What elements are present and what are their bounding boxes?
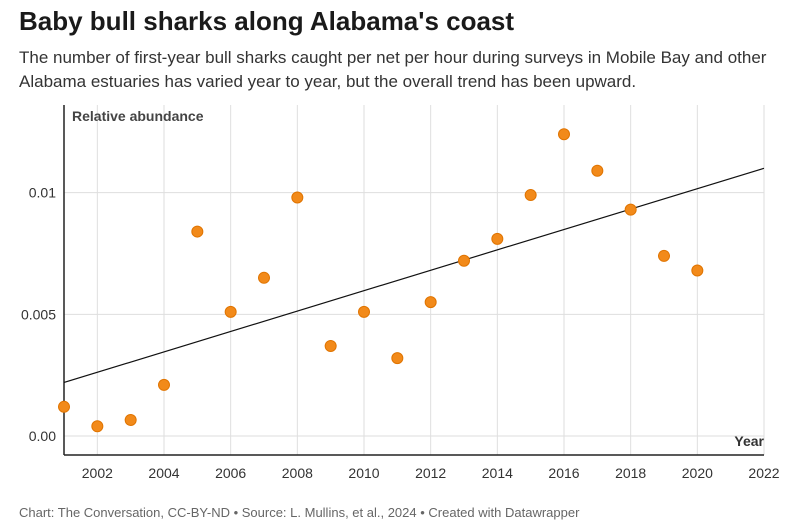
data-point [91, 420, 104, 433]
y-tick-label: 0.01 [29, 185, 56, 201]
x-tick-label: 2022 [748, 465, 779, 481]
data-point [424, 296, 437, 309]
data-point [258, 271, 270, 284]
x-tick-label: 2002 [82, 465, 113, 481]
data-point [291, 191, 304, 204]
data-point [224, 305, 237, 318]
chart-footer: Chart: The Conversation, CC-BY-ND • Sour… [19, 505, 580, 520]
chart-title: Baby bull sharks along Alabama's coast [19, 6, 515, 36]
x-tick-label: 2014 [482, 465, 513, 481]
data-point [391, 352, 404, 365]
y-tick-label: 0.005 [21, 306, 56, 322]
data-point [591, 164, 604, 177]
data-point [458, 254, 470, 267]
data-point [524, 189, 537, 202]
x-tick-label: 2008 [282, 465, 313, 481]
y-tick-label: 0.00 [29, 428, 56, 444]
y-axis-label: Relative abundance [72, 108, 204, 124]
data-point [624, 203, 637, 216]
data-point [558, 128, 570, 141]
data-point [324, 339, 337, 352]
data-point [658, 249, 670, 262]
scatter-chart: 2002 2004 2006 2008 2010 2012 2014 2016 2018 2020… [21, 105, 780, 481]
data-point [158, 378, 170, 391]
x-tick-label: 2004 [148, 465, 179, 481]
data-point [358, 305, 370, 318]
data-point [491, 232, 504, 245]
x-tick-label: 2012 [415, 465, 446, 481]
x-tick-label: 2010 [348, 465, 379, 481]
x-tick-label: 2018 [615, 465, 646, 481]
data-point [191, 225, 204, 238]
trend-line [63, 167, 765, 384]
data-point [58, 400, 70, 413]
data-point [124, 413, 137, 426]
x-tick-label: 2006 [215, 465, 246, 481]
data-point [691, 264, 704, 277]
x-tick-label: 2020 [682, 465, 713, 481]
chart-subtitle: The number of first-year bull sharks cau… [19, 48, 767, 91]
x-axis-label: Year [734, 433, 764, 449]
x-tick-label: 2016 [548, 465, 579, 481]
